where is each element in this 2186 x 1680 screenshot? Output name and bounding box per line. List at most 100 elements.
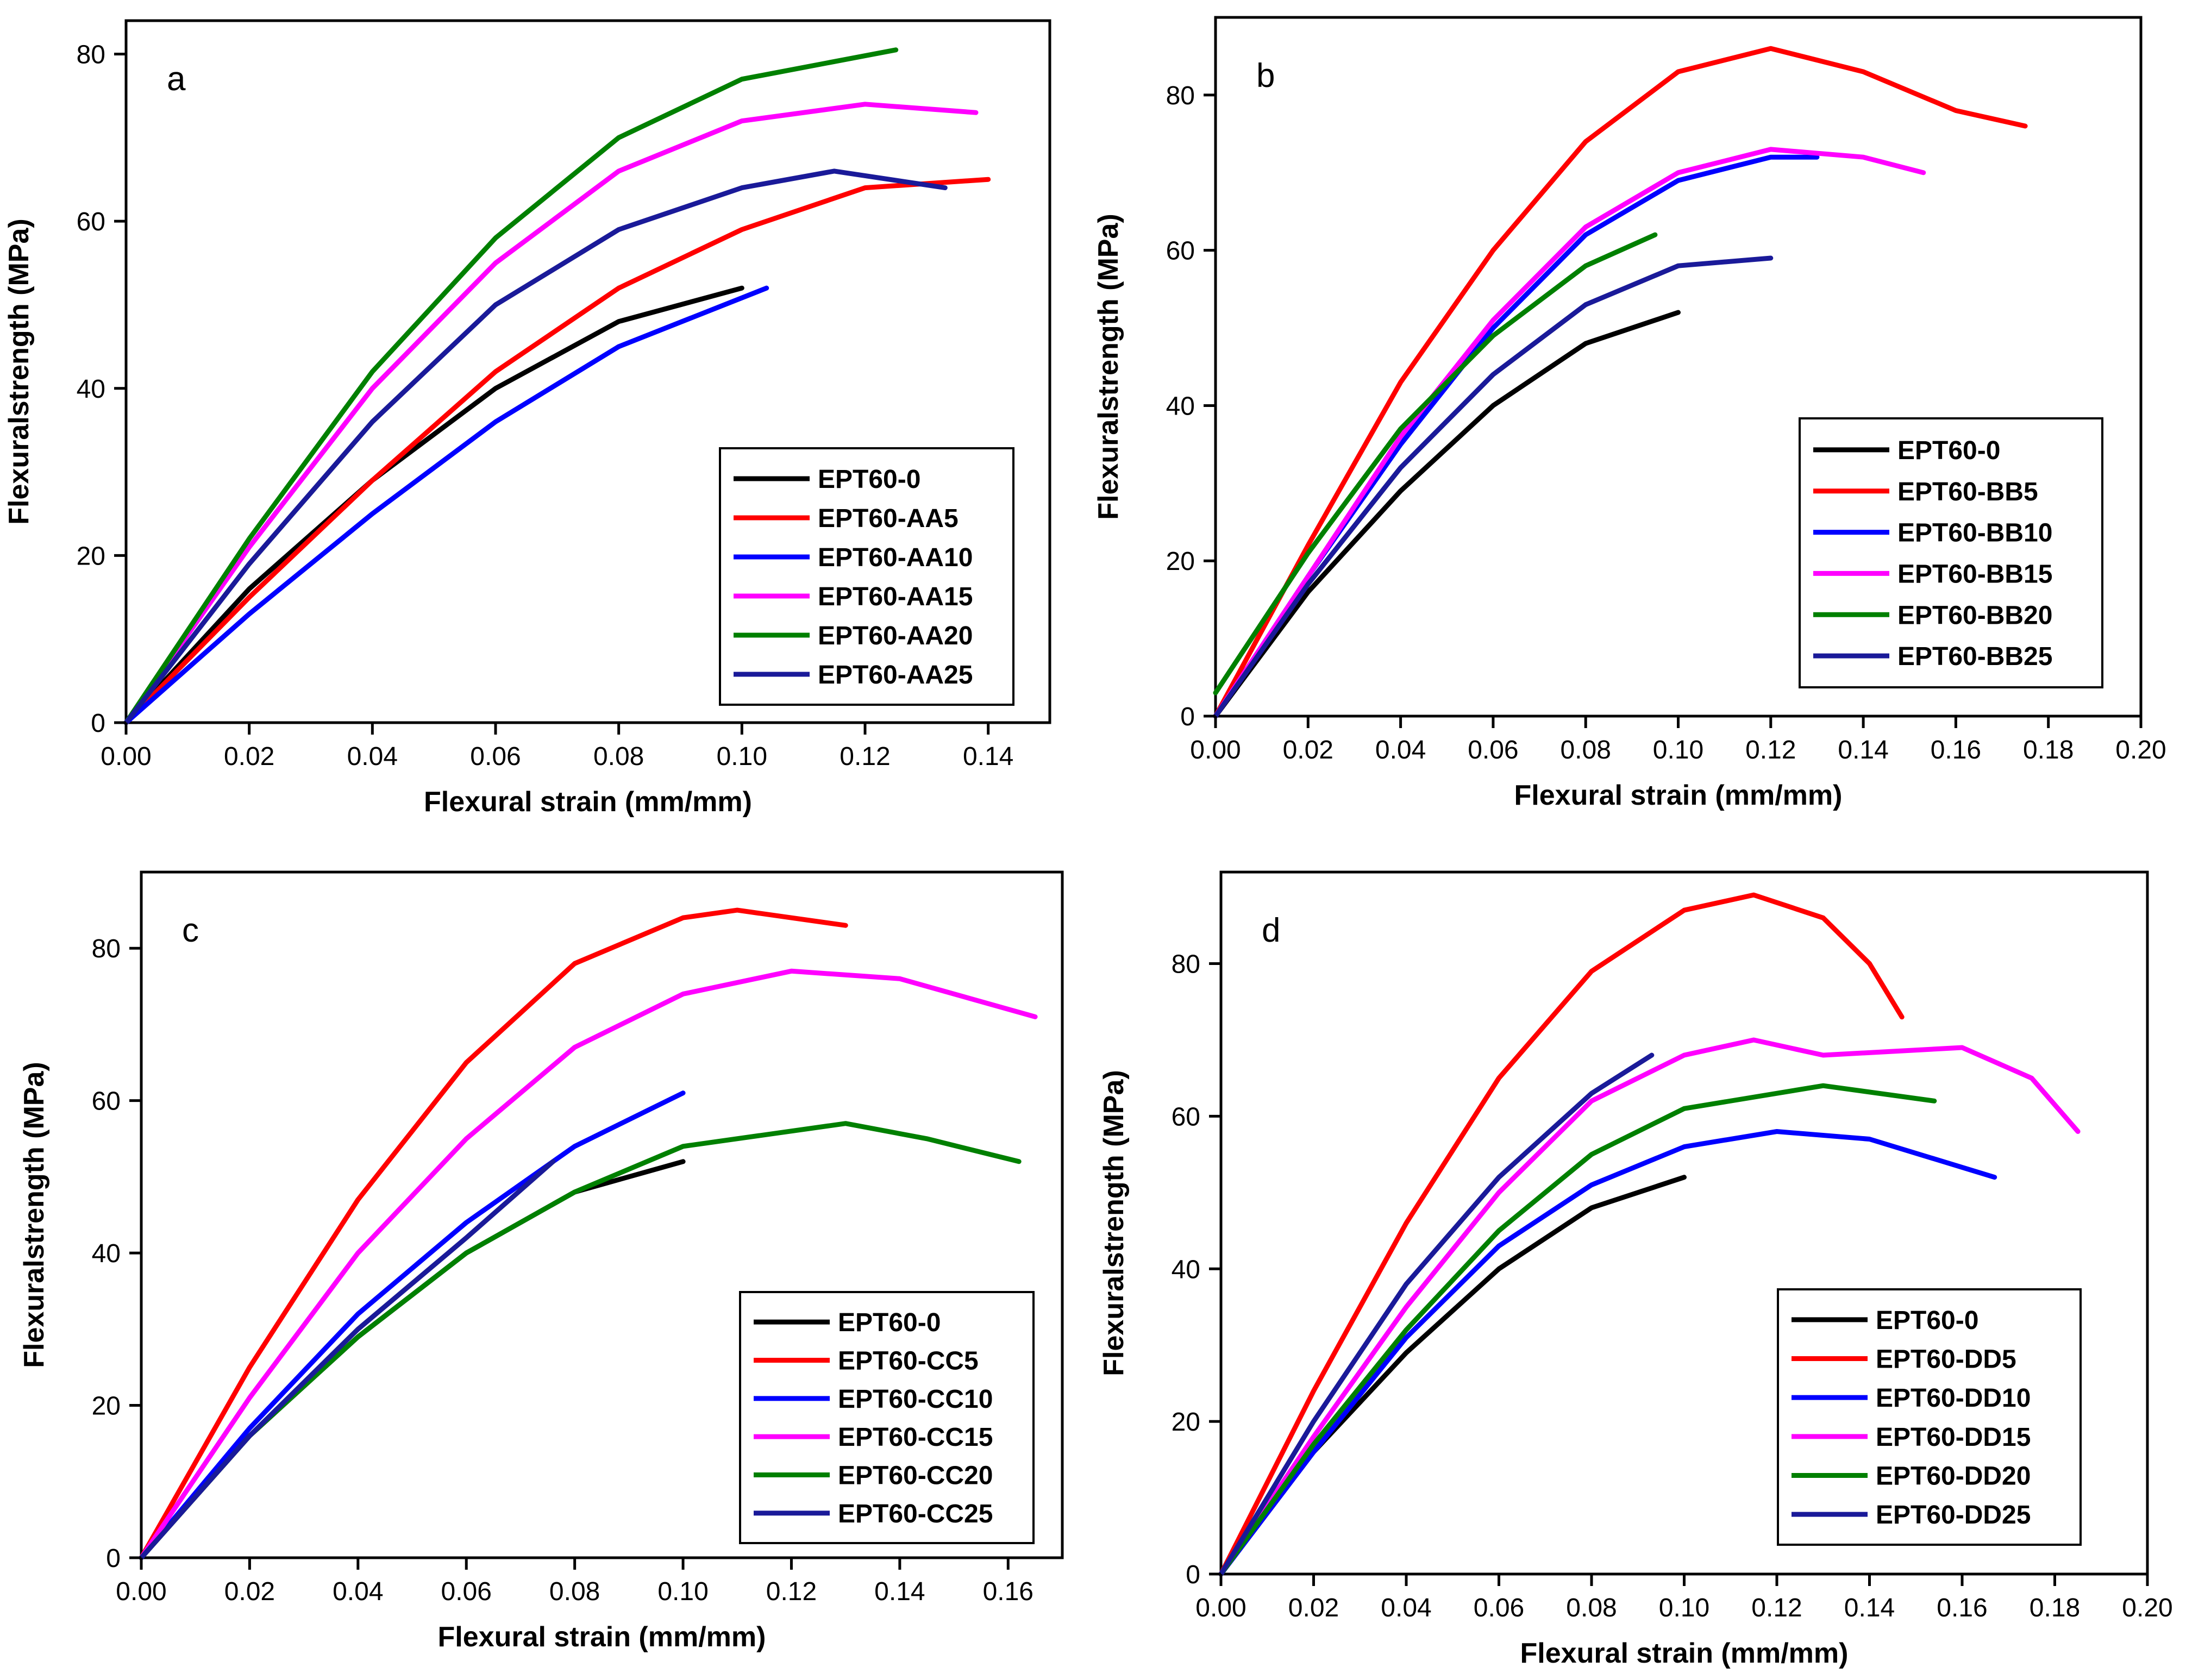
series-line-ept60-cc5 [139,907,848,1560]
series-line-ept60-bb25 [1213,255,1774,719]
y-tick-label: 60 [1166,237,1195,266]
y-tick-label: 80 [1166,82,1195,110]
legend-label: EPT60-BB25 [1897,642,2052,671]
x-tick-label: 0.10 [1659,1594,1709,1622]
x-tick-label: 0.16 [1937,1594,1987,1622]
series-line-ept60-cc10 [139,1090,686,1560]
x-tick-label: 0.00 [1195,1594,1246,1622]
x-tick-label: 0.08 [1560,736,1611,764]
x-tick-label: 0.06 [441,1577,492,1606]
legend-box [1799,417,2103,688]
legend-box [719,447,1014,706]
x-tick-label: 0.18 [2030,1594,2080,1622]
y-tick-label: 80 [1172,950,1200,979]
panel-letter: c [182,912,199,949]
y-axis-title: Flexuralstrength (MPa) [18,1062,50,1368]
x-axis-title: Flexural strain (mm/mm) [1520,1638,1849,1669]
legend: EPT60-0 EPT60-CC5 EPT60-CC10 EPT60-CC15 EPT6… [739,1291,1035,1544]
chart-panel-d: 0.00 0.02 0.04 0.06 0.08 0.10 0.12 0.14 0.16 0.18… [1098,870,2173,1669]
legend-label: EPT60-0 [1897,436,2000,465]
y-tick-label: 20 [1166,547,1195,576]
x-tick-label: 0.14 [874,1577,925,1606]
series-line-ept60-bb20 [1213,232,1658,695]
legend-label: EPT60-BB20 [1897,601,2052,630]
x-tick-label: 0.14 [963,742,1013,771]
x-tick-label: 0.00 [116,1577,166,1606]
panel-letter: b [1256,57,1275,95]
legend-label: EPT60-DD15 [1876,1423,2031,1452]
legend-label: EPT60-DD25 [1876,1501,2031,1529]
x-tick-label: 0.10 [717,742,767,771]
panel-letter: d [1262,912,1280,949]
x-tick-label: 0.08 [593,742,644,771]
y-tick-label: 20 [1172,1408,1200,1437]
x-tick-label: 0.06 [470,742,521,771]
series-line-ept60-bb5 [1213,46,2028,719]
legend-label: EPT60-BB5 [1897,478,2038,506]
legend-box [739,1291,1035,1544]
x-tick-label: 0.10 [657,1577,708,1606]
series-line-ept60-0 [123,285,744,725]
series-line-ept60-dd15 [1218,1037,2081,1577]
x-tick-label: 0.12 [1745,736,1796,764]
series-line-ept60-aa5 [123,177,991,725]
series-line-ept60-0 [1213,310,1681,719]
legend: EPT60-0 EPT60-AA5 EPT60-AA10 EPT60-AA15 EPT6… [719,447,1014,706]
legend-label: EPT60-DD20 [1876,1462,2031,1491]
y-tick-label: 20 [92,1392,121,1421]
legend-label: EPT60-CC10 [838,1385,993,1414]
legend-label: EPT60-AA5 [818,504,959,533]
y-tick-label: 40 [1172,1255,1200,1284]
x-tick-label: 0.02 [1283,736,1333,764]
legend-label: EPT60-0 [838,1308,941,1337]
legend-label: EPT60-0 [1876,1306,1978,1335]
y-axis-title: Flexuralstrength (MPa) [1098,1070,1130,1376]
chart-panel-c: 0.00 0.02 0.04 0.06 0.08 0.10 0.12 0.14 0.16 0 20 4… [18,870,1064,1653]
series-line-ept60-cc25 [139,1159,556,1560]
x-tick-label: 0.06 [1474,1594,1524,1622]
y-tick-label: 80 [92,935,121,963]
x-tick-label: 0.08 [549,1577,600,1606]
y-tick-label: 0 [106,1544,121,1573]
legend-label: EPT60-CC5 [838,1347,979,1376]
legend-label: EPT60-BB15 [1897,560,2052,588]
x-tick-label: 0.02 [1288,1594,1339,1622]
x-tick-label: 0.12 [766,1577,817,1606]
x-tick-label: 0.20 [2115,736,2166,764]
series-line-ept60-aa25 [123,168,948,725]
panel-letter: a [167,60,186,98]
series-line-ept60-aa20 [123,47,899,725]
x-tick-label: 0.20 [2122,1594,2172,1622]
x-tick-label: 0.04 [1375,736,1426,764]
y-tick-label: 40 [92,1239,121,1268]
x-tick-label: 0.02 [224,1577,275,1606]
series-line-ept60-cc15 [139,968,1038,1560]
y-tick-label: 80 [77,41,105,70]
x-tick-label: 0.18 [2023,736,2074,764]
chart-panel-a: 0.00 0.02 0.04 0.06 0.08 0.10 0.12 0.14 0 20 40 60 8… [3,19,1051,818]
legend-box [1777,1288,2082,1546]
x-tick-label: 0.04 [1381,1594,1431,1622]
series-line-ept60-dd5 [1218,892,1905,1577]
x-tick-label: 0.14 [1844,1594,1895,1622]
y-tick-label: 0 [1186,1560,1200,1589]
series-line-ept60-aa10 [123,285,769,725]
legend-label: EPT60-DD10 [1876,1384,2031,1413]
legend-label: EPT60-BB10 [1897,519,2052,548]
x-tick-label: 0.10 [1653,736,1703,764]
x-tick-label: 0.04 [333,1577,383,1606]
legend-label: EPT60-AA25 [818,661,973,689]
x-tick-label: 0.16 [1931,736,1981,764]
x-tick-label: 0.00 [101,742,151,771]
series-line-ept60-dd25 [1218,1052,1655,1577]
legend: EPT60-0 EPT60-DD5 EPT60-DD10 EPT60-DD15 EPT6… [1777,1288,2082,1546]
y-tick-label: 20 [77,542,105,571]
series-line-ept60-aa15 [123,102,979,725]
x-tick-label: 0.08 [1566,1594,1617,1622]
x-tick-label: 0.00 [1190,736,1241,764]
y-tick-label: 60 [92,1087,121,1116]
y-tick-label: 40 [77,375,105,404]
legend-label: EPT60-DD5 [1876,1345,2016,1374]
x-axis-title: Flexural strain (mm/mm) [424,786,752,818]
